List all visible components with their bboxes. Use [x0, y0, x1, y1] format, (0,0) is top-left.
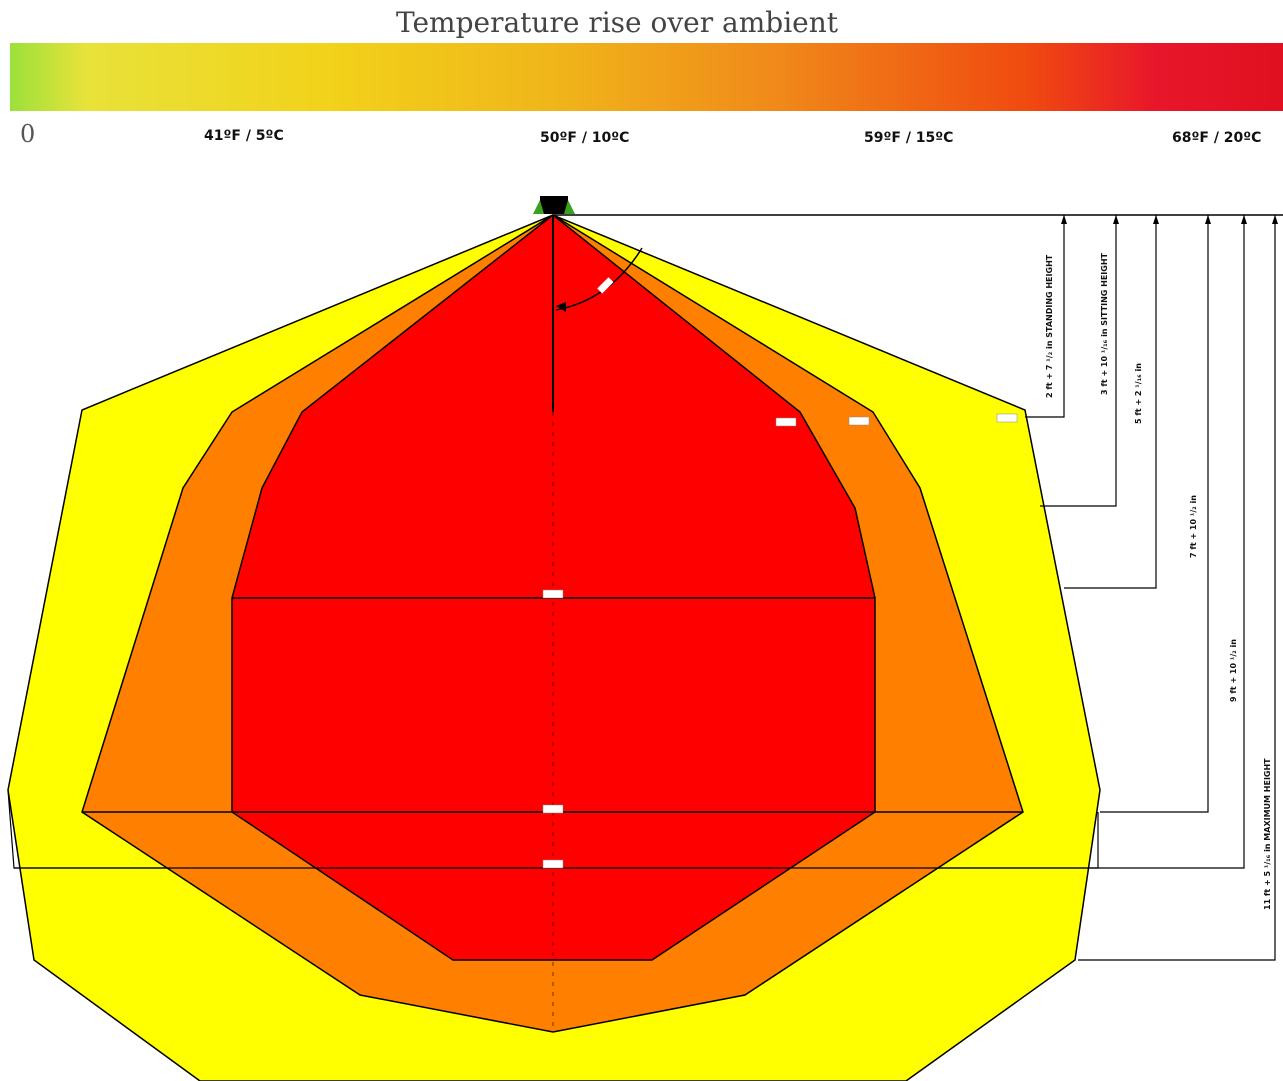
- heater-icon: [540, 196, 568, 214]
- heater-glow-icon-right: [564, 200, 575, 214]
- scale-tick-5c: 41ºF / 5ºC: [204, 128, 284, 144]
- dimension-line-3: [1064, 215, 1157, 589]
- dimension-label-maximum: 11 ft + 5 ¹/₁₆ in MAXIMUM HEIGHT: [1263, 758, 1272, 910]
- dimension-label-5: 9 ft + 10 ¹/₂ in: [1229, 639, 1238, 702]
- beam-angle-label-box: [597, 277, 614, 294]
- dimension-line-standing: [1025, 215, 1065, 418]
- scale-tick-10c: 50ºF / 10ºC: [540, 130, 630, 146]
- beam-angle-arrow: [556, 302, 566, 312]
- dimension-line-maximum: [1078, 215, 1276, 961]
- contour-label-red: [775, 417, 797, 427]
- dimension-label-standing: 2 ft + 7 ¹/₂ in STANDING HEIGHT: [1045, 254, 1054, 398]
- scale-tick-15c: 59ºF / 15ºC: [864, 130, 954, 146]
- contour-label-yellow: [996, 413, 1018, 423]
- contour-label-orange: [848, 416, 870, 426]
- center-label-lower: [542, 804, 564, 814]
- dimension-line-sitting: [1040, 215, 1117, 507]
- zone-high-heat: [231, 214, 876, 961]
- dimension-line-5: [1098, 215, 1245, 869]
- scale-title: Temperature rise over ambient: [395, 6, 839, 39]
- dimension-label-4: 7 ft + 10 ¹/₂ in: [1189, 495, 1198, 558]
- dimension-line-4: [1100, 215, 1209, 813]
- scale-tick-0: 0: [20, 120, 36, 148]
- center-label-base: [542, 859, 564, 869]
- temperature-gradient-bar: [10, 43, 1283, 111]
- heater-glow-icon: [533, 200, 544, 214]
- dimension-label-sitting: 3 ft + 10 ¹/₁₆ in SITTING HEIGHT: [1100, 252, 1109, 395]
- scale-tick-20c: 68ºF / 20ºC: [1172, 130, 1262, 146]
- dimension-label-3: 5 ft + 2 ¹/₁₆ in: [1134, 363, 1143, 424]
- center-label-upper: [542, 589, 564, 599]
